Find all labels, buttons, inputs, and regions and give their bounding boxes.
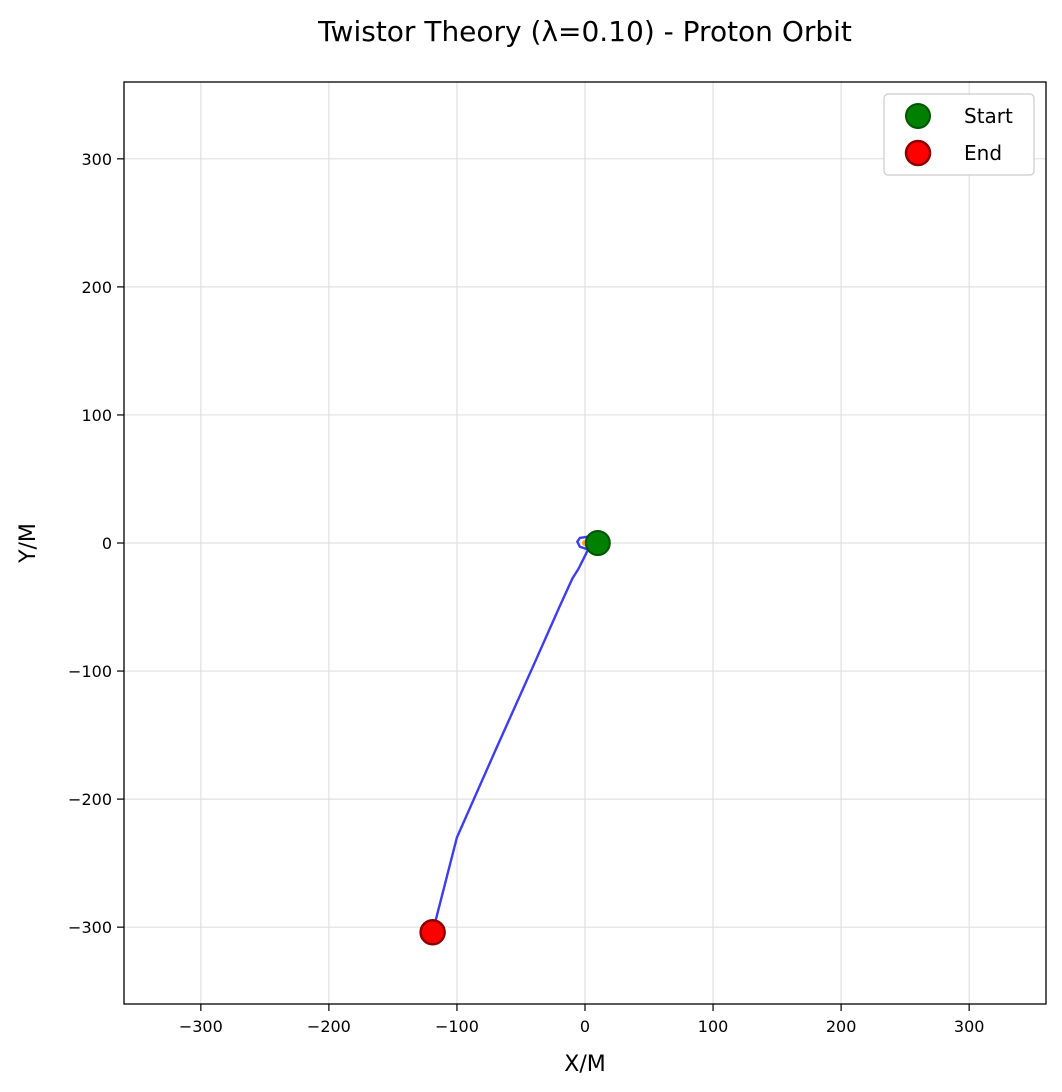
x-tick-label: 100 <box>698 1017 729 1036</box>
y-tick-label: −100 <box>68 662 112 681</box>
x-tick-label: −100 <box>435 1017 479 1036</box>
x-tick-label: 200 <box>826 1017 857 1036</box>
start-marker <box>584 530 611 556</box>
y-tick-label: 200 <box>81 278 112 297</box>
legend-end-marker <box>904 139 932 167</box>
y-axis-ticks: −300 −200 −100 0 100 200 300 <box>68 150 124 937</box>
y-tick-label: 300 <box>81 150 112 169</box>
y-tick-label: 0 <box>102 534 112 553</box>
x-tick-label: 0 <box>580 1017 590 1036</box>
legend-start-label: Start <box>964 104 1013 128</box>
x-tick-label: −300 <box>179 1017 223 1036</box>
x-axis-label: X/M <box>564 1052 605 1077</box>
plot-content <box>419 530 611 946</box>
legend-end-label: End <box>964 141 1002 165</box>
legend: Start End <box>883 93 1035 176</box>
end-marker <box>419 919 446 946</box>
x-axis-ticks: −300 −200 −100 0 100 200 300 <box>179 1004 985 1036</box>
y-axis-label: Y/M <box>16 523 41 564</box>
chart-title: Twistor Theory (λ=0.10) - Proton Orbit <box>317 15 852 48</box>
x-tick-label: −200 <box>307 1017 351 1036</box>
y-tick-label: −200 <box>68 790 112 809</box>
x-tick-label: 300 <box>954 1017 985 1036</box>
y-tick-label: −300 <box>68 918 112 937</box>
legend-start-marker <box>905 103 931 129</box>
y-tick-label: 100 <box>81 406 112 425</box>
endpoint-markers <box>419 530 611 946</box>
